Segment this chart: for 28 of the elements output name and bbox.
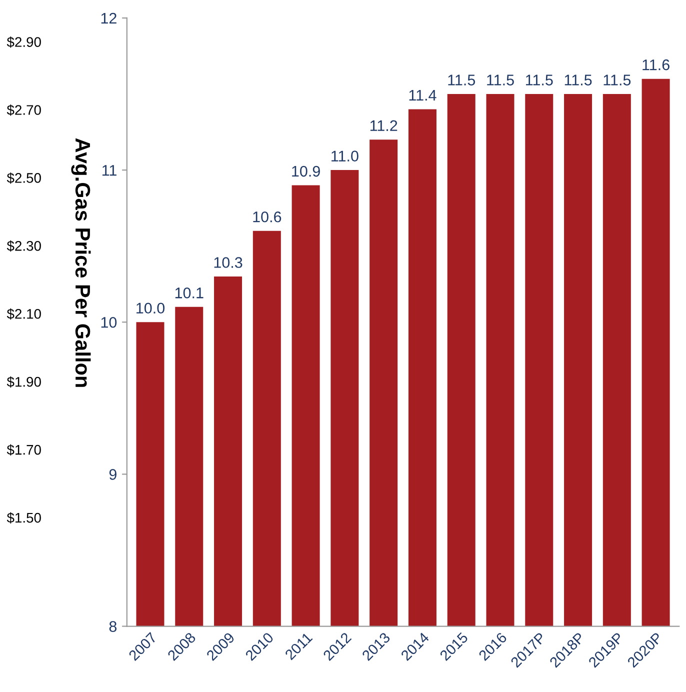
y2-tick-label: $1.90 [6,376,41,388]
y2-tick-label: $1.70 [6,444,41,456]
y-tick-label: 9 [109,469,116,480]
data-label: 11.5 [448,74,476,86]
data-label: 10.9 [292,166,320,177]
y2-tick-label: $1.50 [6,512,41,524]
data-label: 11.6 [642,59,670,70]
y2-tick-label: $2.10 [6,308,41,320]
y-tick-label: 10 [101,316,117,328]
data-label: 11.5 [564,74,592,86]
y-axis-title: Avg.Gas Price Per Gallon [71,138,91,387]
data-label: 10.3 [214,257,242,268]
y-tick-label: 8 [109,621,117,632]
y2-tick-label: $2.70 [6,104,41,116]
y2-tick-label: $2.90 [6,36,41,48]
data-label: 11.0 [332,150,358,162]
data-label: 10.6 [253,211,282,222]
y2-tick-label: $2.30 [6,240,41,252]
data-label: 11.5 [526,74,553,86]
data-label: 10.0 [136,302,165,314]
y2-tick-label: $2.50 [6,172,41,184]
y-tick-label: 12 [101,12,116,24]
data-label: 11.5 [487,74,514,86]
data-label: 11.2 [370,120,398,131]
data-label: 11.4 [409,90,436,101]
y-tick-label: 11 [102,165,116,176]
data-label: 10.1 [175,288,204,298]
data-label: 11.5 [604,74,631,86]
